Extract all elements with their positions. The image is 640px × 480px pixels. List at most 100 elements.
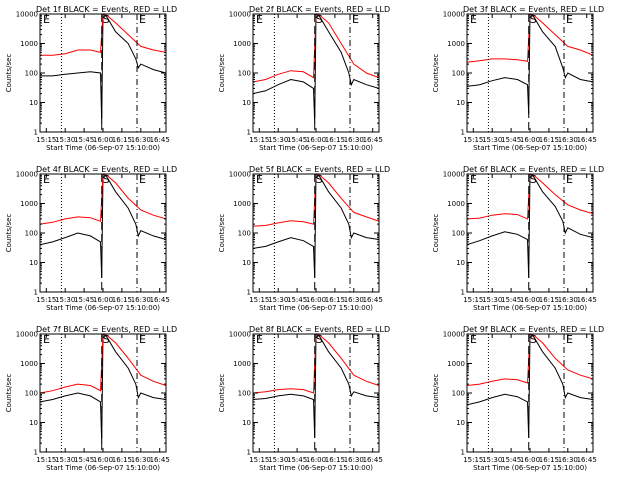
x-tick-label: 16:00 (306, 136, 326, 144)
x-tick-label: 15:30 (482, 456, 502, 464)
event-marker-e: E (139, 13, 146, 26)
y-tick-label: 10000 (16, 171, 38, 179)
x-tick-label: 16:00 (306, 456, 326, 464)
event-marker-e: E (256, 173, 263, 186)
x-tick-label: 16:15 (325, 296, 345, 304)
y-tick-label: 1000 (447, 200, 465, 208)
y-axis-label: Counts/sec (432, 214, 440, 253)
y-tick-label: 1 (461, 449, 465, 457)
series-events (467, 174, 593, 278)
y-tick-label: 1 (247, 449, 251, 457)
x-tick-label: 15:45 (501, 296, 521, 304)
x-tick-label: 16:15 (112, 296, 132, 304)
y-tick-label: 1000 (447, 40, 465, 48)
series-events (253, 334, 379, 438)
y-tick-label: 100 (25, 390, 38, 398)
x-tick-label: 16:30 (131, 136, 151, 144)
x-tick-label: 15:15 (36, 456, 56, 464)
panel-title: Det 3f BLACK = Events, RED = LLD (463, 5, 604, 14)
event-marker-e: E (352, 13, 359, 26)
x-axis-label: Start Time (06-Sep-07 15:10:00) (259, 144, 373, 152)
event-marker-s: S (103, 173, 110, 186)
event-marker-e: E (566, 333, 573, 346)
y-tick-label: 10000 (443, 331, 465, 339)
y-tick-label: 10 (242, 99, 251, 107)
x-tick-label: 16:15 (112, 136, 132, 144)
x-tick-label: 16:15 (325, 136, 345, 144)
y-tick-label: 10 (456, 99, 465, 107)
x-tick-label: 15:30 (55, 296, 75, 304)
event-marker-e: E (566, 13, 573, 26)
series-lld (40, 334, 166, 394)
x-tick-label: 16:15 (539, 136, 559, 144)
x-tick-label: 16:45 (577, 296, 597, 304)
x-tick-label: 15:30 (482, 296, 502, 304)
series-events (467, 334, 593, 438)
y-tick-label: 100 (452, 70, 465, 78)
x-tick-label: 16:30 (344, 296, 364, 304)
y-tick-label: 10 (242, 259, 251, 267)
panel-title: Det 6f BLACK = Events, RED = LLD (463, 165, 604, 174)
x-tick-label: 15:45 (501, 136, 521, 144)
event-marker-e: E (43, 333, 50, 346)
y-tick-label: 100 (452, 230, 465, 238)
y-axis-label: Counts/sec (5, 374, 13, 413)
y-tick-label: 10 (29, 99, 38, 107)
x-tick-label: 15:30 (55, 136, 75, 144)
x-tick-label: 16:45 (363, 296, 383, 304)
y-tick-label: 10000 (16, 331, 38, 339)
y-tick-label: 100 (25, 70, 38, 78)
y-tick-label: 1 (34, 289, 38, 297)
y-tick-label: 1000 (233, 200, 251, 208)
series-lld (467, 334, 593, 386)
x-tick-label: 16:15 (325, 456, 345, 464)
panel-title: Det 5f BLACK = Events, RED = LLD (249, 165, 390, 174)
event-marker-s: S (316, 173, 323, 186)
series-lld (253, 174, 379, 227)
x-tick-label: 15:45 (287, 136, 307, 144)
y-tick-label: 1 (247, 289, 251, 297)
y-axis-label: Counts/sec (5, 54, 13, 93)
panel-title: Det 9f BLACK = Events, RED = LLD (463, 325, 604, 334)
event-marker-e: E (470, 333, 477, 346)
event-marker-e: E (470, 173, 477, 186)
y-tick-label: 10000 (443, 171, 465, 179)
x-tick-label: 16:30 (558, 296, 578, 304)
y-axis-label: Counts/sec (5, 214, 13, 253)
event-marker-s: S (530, 173, 537, 186)
x-tick-label: 16:30 (558, 456, 578, 464)
panel-title: Det 4f BLACK = Events, RED = LLD (36, 165, 177, 174)
event-marker-e: E (43, 13, 50, 26)
x-tick-label: 16:30 (344, 136, 364, 144)
y-tick-label: 10000 (16, 11, 38, 19)
x-tick-label: 15:45 (501, 456, 521, 464)
x-tick-label: 16:00 (306, 296, 326, 304)
x-tick-label: 15:30 (55, 456, 75, 464)
x-tick-label: 16:00 (520, 296, 540, 304)
y-tick-label: 10 (29, 259, 38, 267)
series-events (40, 14, 166, 124)
y-tick-label: 10000 (443, 11, 465, 19)
x-tick-label: 16:45 (150, 136, 170, 144)
y-axis-label: Counts/sec (218, 214, 226, 253)
event-marker-e: E (139, 173, 146, 186)
series-lld (253, 334, 379, 394)
y-tick-label: 1 (461, 289, 465, 297)
x-tick-label: 15:15 (36, 136, 56, 144)
y-tick-label: 1 (34, 129, 38, 137)
event-marker-s: S (316, 333, 323, 346)
y-tick-label: 1000 (233, 360, 251, 368)
event-marker-e: E (566, 173, 573, 186)
series-events (253, 174, 379, 278)
x-tick-label: 15:15 (463, 456, 483, 464)
panel-title: Det 7f BLACK = Events, RED = LLD (36, 325, 177, 334)
event-marker-e: E (139, 333, 146, 346)
x-tick-label: 16:45 (363, 136, 383, 144)
x-axis-label: Start Time (06-Sep-07 15:10:00) (46, 464, 160, 472)
event-marker-e: E (352, 173, 359, 186)
